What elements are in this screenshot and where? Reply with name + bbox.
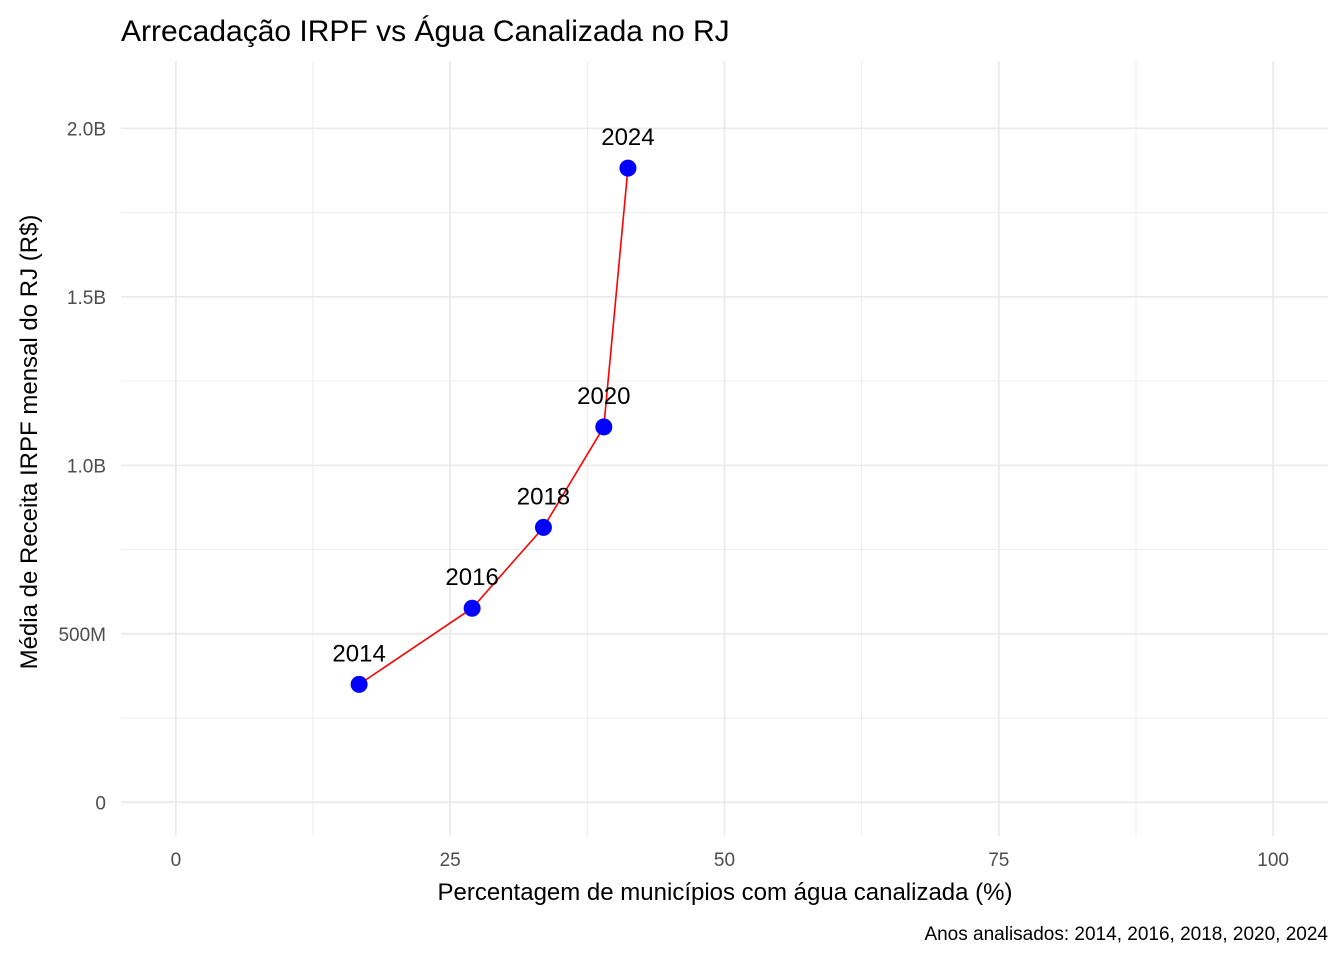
point-label-2020: 2020 bbox=[577, 383, 630, 410]
grid bbox=[121, 61, 1328, 836]
x-tick-label: 25 bbox=[440, 850, 461, 871]
x-axis-label: Percentagem de municípios com água canal… bbox=[438, 879, 1013, 906]
point-label-2018: 2018 bbox=[517, 483, 570, 510]
x-tick-label: 0 bbox=[171, 850, 182, 871]
data-point-2018 bbox=[534, 518, 552, 536]
tick-labels-layer: 0 25 50 75 100 0 500M 1.0B 1.5B 2.0B bbox=[58, 119, 1289, 871]
data-point-2020 bbox=[595, 418, 613, 436]
data-point-2014 bbox=[350, 675, 368, 693]
chart-caption: Anos analisados: 2014, 2016, 2018, 2020,… bbox=[924, 924, 1328, 945]
points-layer bbox=[350, 159, 637, 693]
x-tick-label: 100 bbox=[1257, 850, 1289, 871]
y-tick-label: 2.0B bbox=[67, 119, 106, 140]
point-labels-layer: 2014 2016 2018 2020 2024 bbox=[332, 124, 654, 667]
point-label-2014: 2014 bbox=[332, 640, 385, 667]
y-tick-label: 500M bbox=[58, 625, 106, 646]
data-point-2024 bbox=[619, 159, 637, 177]
y-tick-label: 1.0B bbox=[67, 456, 106, 477]
y-tick-label: 0 bbox=[95, 793, 106, 814]
point-label-2024: 2024 bbox=[601, 124, 654, 151]
point-label-2016: 2016 bbox=[445, 564, 498, 591]
chart-title: Arrecadação IRPF vs Água Canalizada no R… bbox=[121, 15, 730, 48]
y-tick-label: 1.5B bbox=[67, 288, 106, 309]
y-axis-label: Média de Receita IRPF mensal do RJ (R$) bbox=[16, 215, 43, 670]
x-tick-label: 75 bbox=[988, 850, 1009, 871]
x-tick-label: 50 bbox=[714, 850, 735, 871]
data-point-2016 bbox=[463, 599, 481, 617]
